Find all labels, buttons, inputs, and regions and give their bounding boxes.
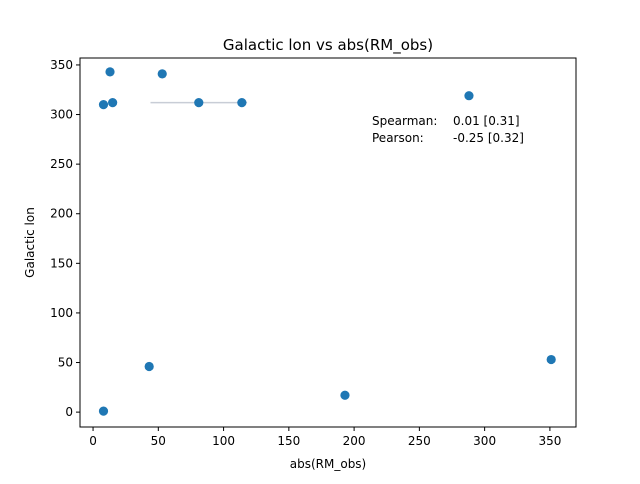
x-tick-label: 250 [408, 434, 431, 448]
data-point [108, 98, 118, 108]
spearman-value: 0.01 [0.31] [453, 114, 520, 128]
x-tick-label: 50 [151, 434, 166, 448]
y-tick-label: 200 [50, 207, 73, 221]
y-tick-label: 300 [50, 108, 73, 122]
data-point [194, 98, 204, 108]
x-tick-label: 300 [473, 434, 496, 448]
chart-title: Galactic lon vs abs(RM_obs) [223, 36, 433, 55]
x-tick-label: 100 [212, 434, 235, 448]
x-tick-label: 150 [277, 434, 300, 448]
x-axis: 0 50 100 150 200 250 300 350 [89, 427, 561, 448]
y-tick-label: 250 [50, 157, 73, 171]
pearson-value: -0.25 [0.32] [453, 131, 524, 145]
x-tick-label: 350 [538, 434, 561, 448]
stats-annotation: Spearman: 0.01 [0.31] Pearson: -0.25 [0.… [372, 114, 524, 145]
plot-area [79, 57, 577, 428]
data-point [105, 67, 115, 77]
spearman-label: Spearman: [372, 114, 437, 128]
points-group [98, 67, 556, 416]
y-tick-label: 0 [65, 405, 73, 419]
y-axis-label: Galactic lon [23, 207, 37, 278]
data-point [98, 406, 109, 416]
x-tick-label: 200 [343, 434, 366, 448]
data-point [98, 100, 109, 110]
data-point [237, 98, 247, 108]
data-point [464, 91, 474, 101]
data-point [546, 354, 556, 365]
y-tick-label: 150 [50, 256, 73, 270]
x-axis-label: abs(RM_obs) [290, 457, 367, 471]
data-point [157, 69, 167, 79]
y-tick-label: 100 [50, 306, 73, 320]
pearson-label: Pearson: [372, 131, 424, 145]
y-axis: 0 50 100 150 200 250 300 350 [50, 58, 80, 419]
y-tick-label: 50 [58, 356, 73, 370]
data-point [340, 390, 350, 400]
data-point [144, 361, 154, 372]
y-tick-label: 350 [50, 58, 73, 72]
x-tick-label: 0 [89, 434, 97, 448]
